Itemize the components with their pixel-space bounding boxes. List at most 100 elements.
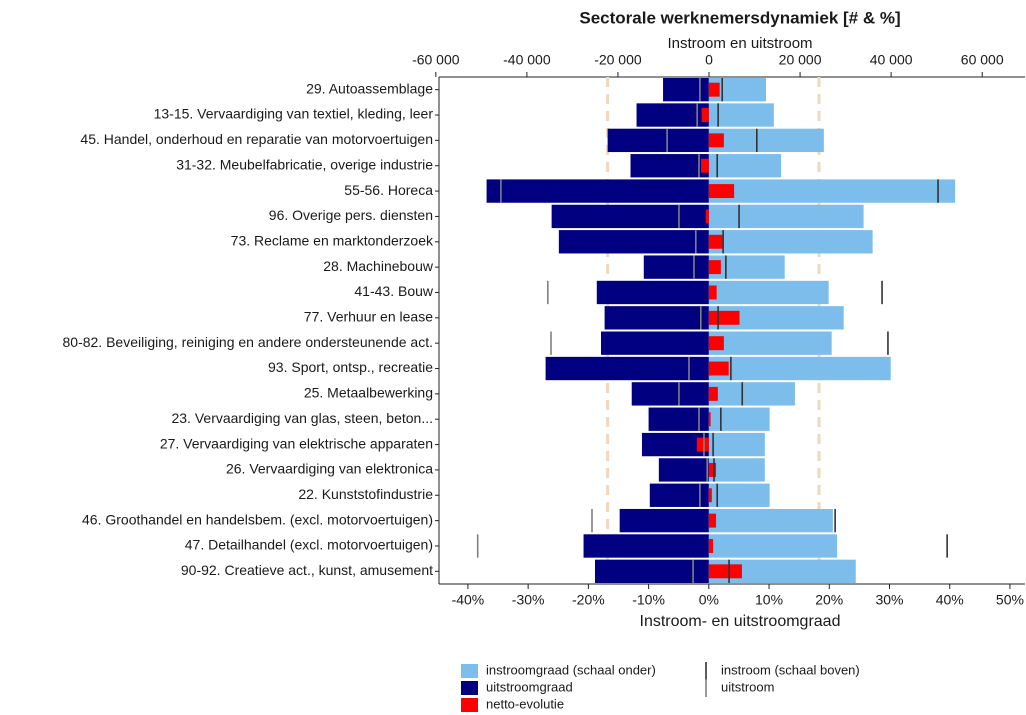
bar — [708, 128, 824, 153]
bar — [604, 306, 709, 330]
x-tick-label: -10% — [632, 592, 665, 608]
legend-label: instroomgraad (schaal onder) — [486, 662, 656, 677]
bar — [708, 331, 832, 355]
bar — [619, 508, 709, 533]
x-tick-label: 50% — [996, 592, 1024, 608]
bar — [641, 432, 709, 457]
bar — [708, 154, 782, 178]
bar — [708, 483, 770, 507]
y-tick-label: 41-43. Bouw — [354, 283, 433, 299]
legend-label: instroom (schaal boven) — [721, 662, 860, 677]
bar — [700, 158, 709, 173]
bar — [708, 382, 795, 406]
bar — [708, 539, 714, 553]
bar — [631, 382, 709, 406]
bar — [551, 204, 709, 229]
bar — [648, 407, 709, 431]
x-tick-label: 30% — [875, 592, 903, 608]
bar — [708, 285, 717, 300]
bar — [607, 128, 709, 153]
bar — [705, 209, 709, 224]
legend-label: uitstroomgraad — [486, 679, 573, 694]
x-tick-label: -30% — [512, 592, 545, 608]
bar — [708, 179, 956, 203]
bar — [596, 280, 709, 305]
y-tick-label: 80-82. Beveiliging, reiniging en andere … — [63, 334, 434, 350]
legend-swatch — [461, 698, 478, 712]
bar — [558, 230, 709, 254]
x2-tick-label: 60 000 — [961, 52, 1004, 68]
bar — [708, 78, 767, 102]
x-tick-label: -40% — [452, 592, 485, 608]
y-tick-label: 55-56. Horeca — [344, 182, 433, 198]
bar — [486, 179, 709, 203]
bar — [594, 559, 709, 583]
legend-label: netto-evolutie — [486, 696, 564, 711]
y-tick-label: 96. Overige pers. diensten — [269, 207, 433, 223]
bar — [649, 483, 709, 507]
y-tick-label: 28. Machinebouw — [323, 258, 434, 274]
y-tick-label: 29. Autoassemblage — [306, 80, 433, 96]
bar — [708, 184, 735, 199]
y-tick-label: 13-15. Vervaardiging van textiel, kledin… — [154, 106, 434, 122]
chart-title: Sectorale werknemersdynamiek [# & %] — [579, 8, 900, 27]
y-tick-label: 90-92. Creatieve act., kunst, amusement — [181, 562, 433, 578]
y-tick-label: 77. Verhuur en lease — [304, 309, 433, 325]
bar — [601, 331, 709, 355]
x2-tick-label: 0 — [705, 52, 713, 68]
legend-swatch — [461, 681, 478, 695]
bar — [708, 280, 829, 305]
bar — [708, 260, 721, 275]
bar — [663, 78, 709, 102]
x2-tick-label: -40 000 — [503, 52, 551, 68]
bar — [708, 386, 718, 401]
y-tick-label: 23. Vervaardiging van glas, steen, beton… — [171, 410, 433, 426]
y-tick-label: 47. Detailhandel (excl. motorvoertuigen) — [185, 537, 433, 553]
bar — [708, 458, 765, 482]
y-tick-label: 46. Groothandel en handelsbem. (excl. mo… — [82, 511, 433, 527]
y-tick-label: 93. Sport, ontsp., recreatie — [268, 359, 433, 375]
bottom-axis-title: Instroom- en uitstroomgraad — [640, 613, 841, 630]
bar — [708, 103, 774, 127]
bar — [583, 534, 709, 558]
bar — [708, 230, 873, 254]
bar — [708, 534, 838, 558]
x2-tick-label: -20 000 — [594, 52, 642, 68]
y-tick-label: 31-32. Meubelfabricatie, overige industr… — [176, 156, 433, 172]
bar — [708, 513, 717, 528]
bar — [545, 356, 709, 381]
bar — [708, 508, 833, 533]
bar — [701, 108, 709, 122]
bar — [630, 154, 709, 178]
bar — [708, 310, 740, 325]
bar — [708, 361, 729, 376]
bar — [636, 103, 709, 127]
legend-swatch — [461, 664, 478, 678]
bar — [708, 462, 717, 477]
top-axis-title: Instroom en uitstroom — [667, 35, 812, 52]
bar — [708, 412, 711, 427]
bar — [708, 559, 856, 583]
y-tick-label: 45. Handel, onderhoud en reparatie van m… — [80, 131, 433, 147]
x2-tick-label: 40 000 — [870, 52, 913, 68]
bar — [708, 82, 720, 97]
bar — [708, 488, 712, 503]
x-tick-label: -20% — [572, 592, 605, 608]
x-tick-label: 40% — [936, 592, 964, 608]
bar — [696, 437, 709, 452]
bar — [708, 356, 891, 381]
y-tick-label: 26. Vervaardiging van elektronica — [226, 461, 433, 477]
bar — [708, 336, 724, 351]
x2-tick-label: 20 000 — [779, 52, 822, 68]
x2-tick-label: -60 000 — [412, 52, 460, 68]
y-tick-label: 22. Kunststofindustrie — [298, 486, 433, 502]
bar — [708, 204, 864, 229]
bar — [708, 133, 724, 148]
x-tick-label: 20% — [815, 592, 843, 608]
bar — [708, 432, 765, 457]
bar — [708, 255, 785, 279]
y-tick-label: 27. Vervaardiging van elektrische appara… — [160, 435, 433, 451]
bar — [708, 306, 844, 330]
x-tick-label: 10% — [755, 592, 783, 608]
x-tick-label: 0% — [699, 592, 719, 608]
